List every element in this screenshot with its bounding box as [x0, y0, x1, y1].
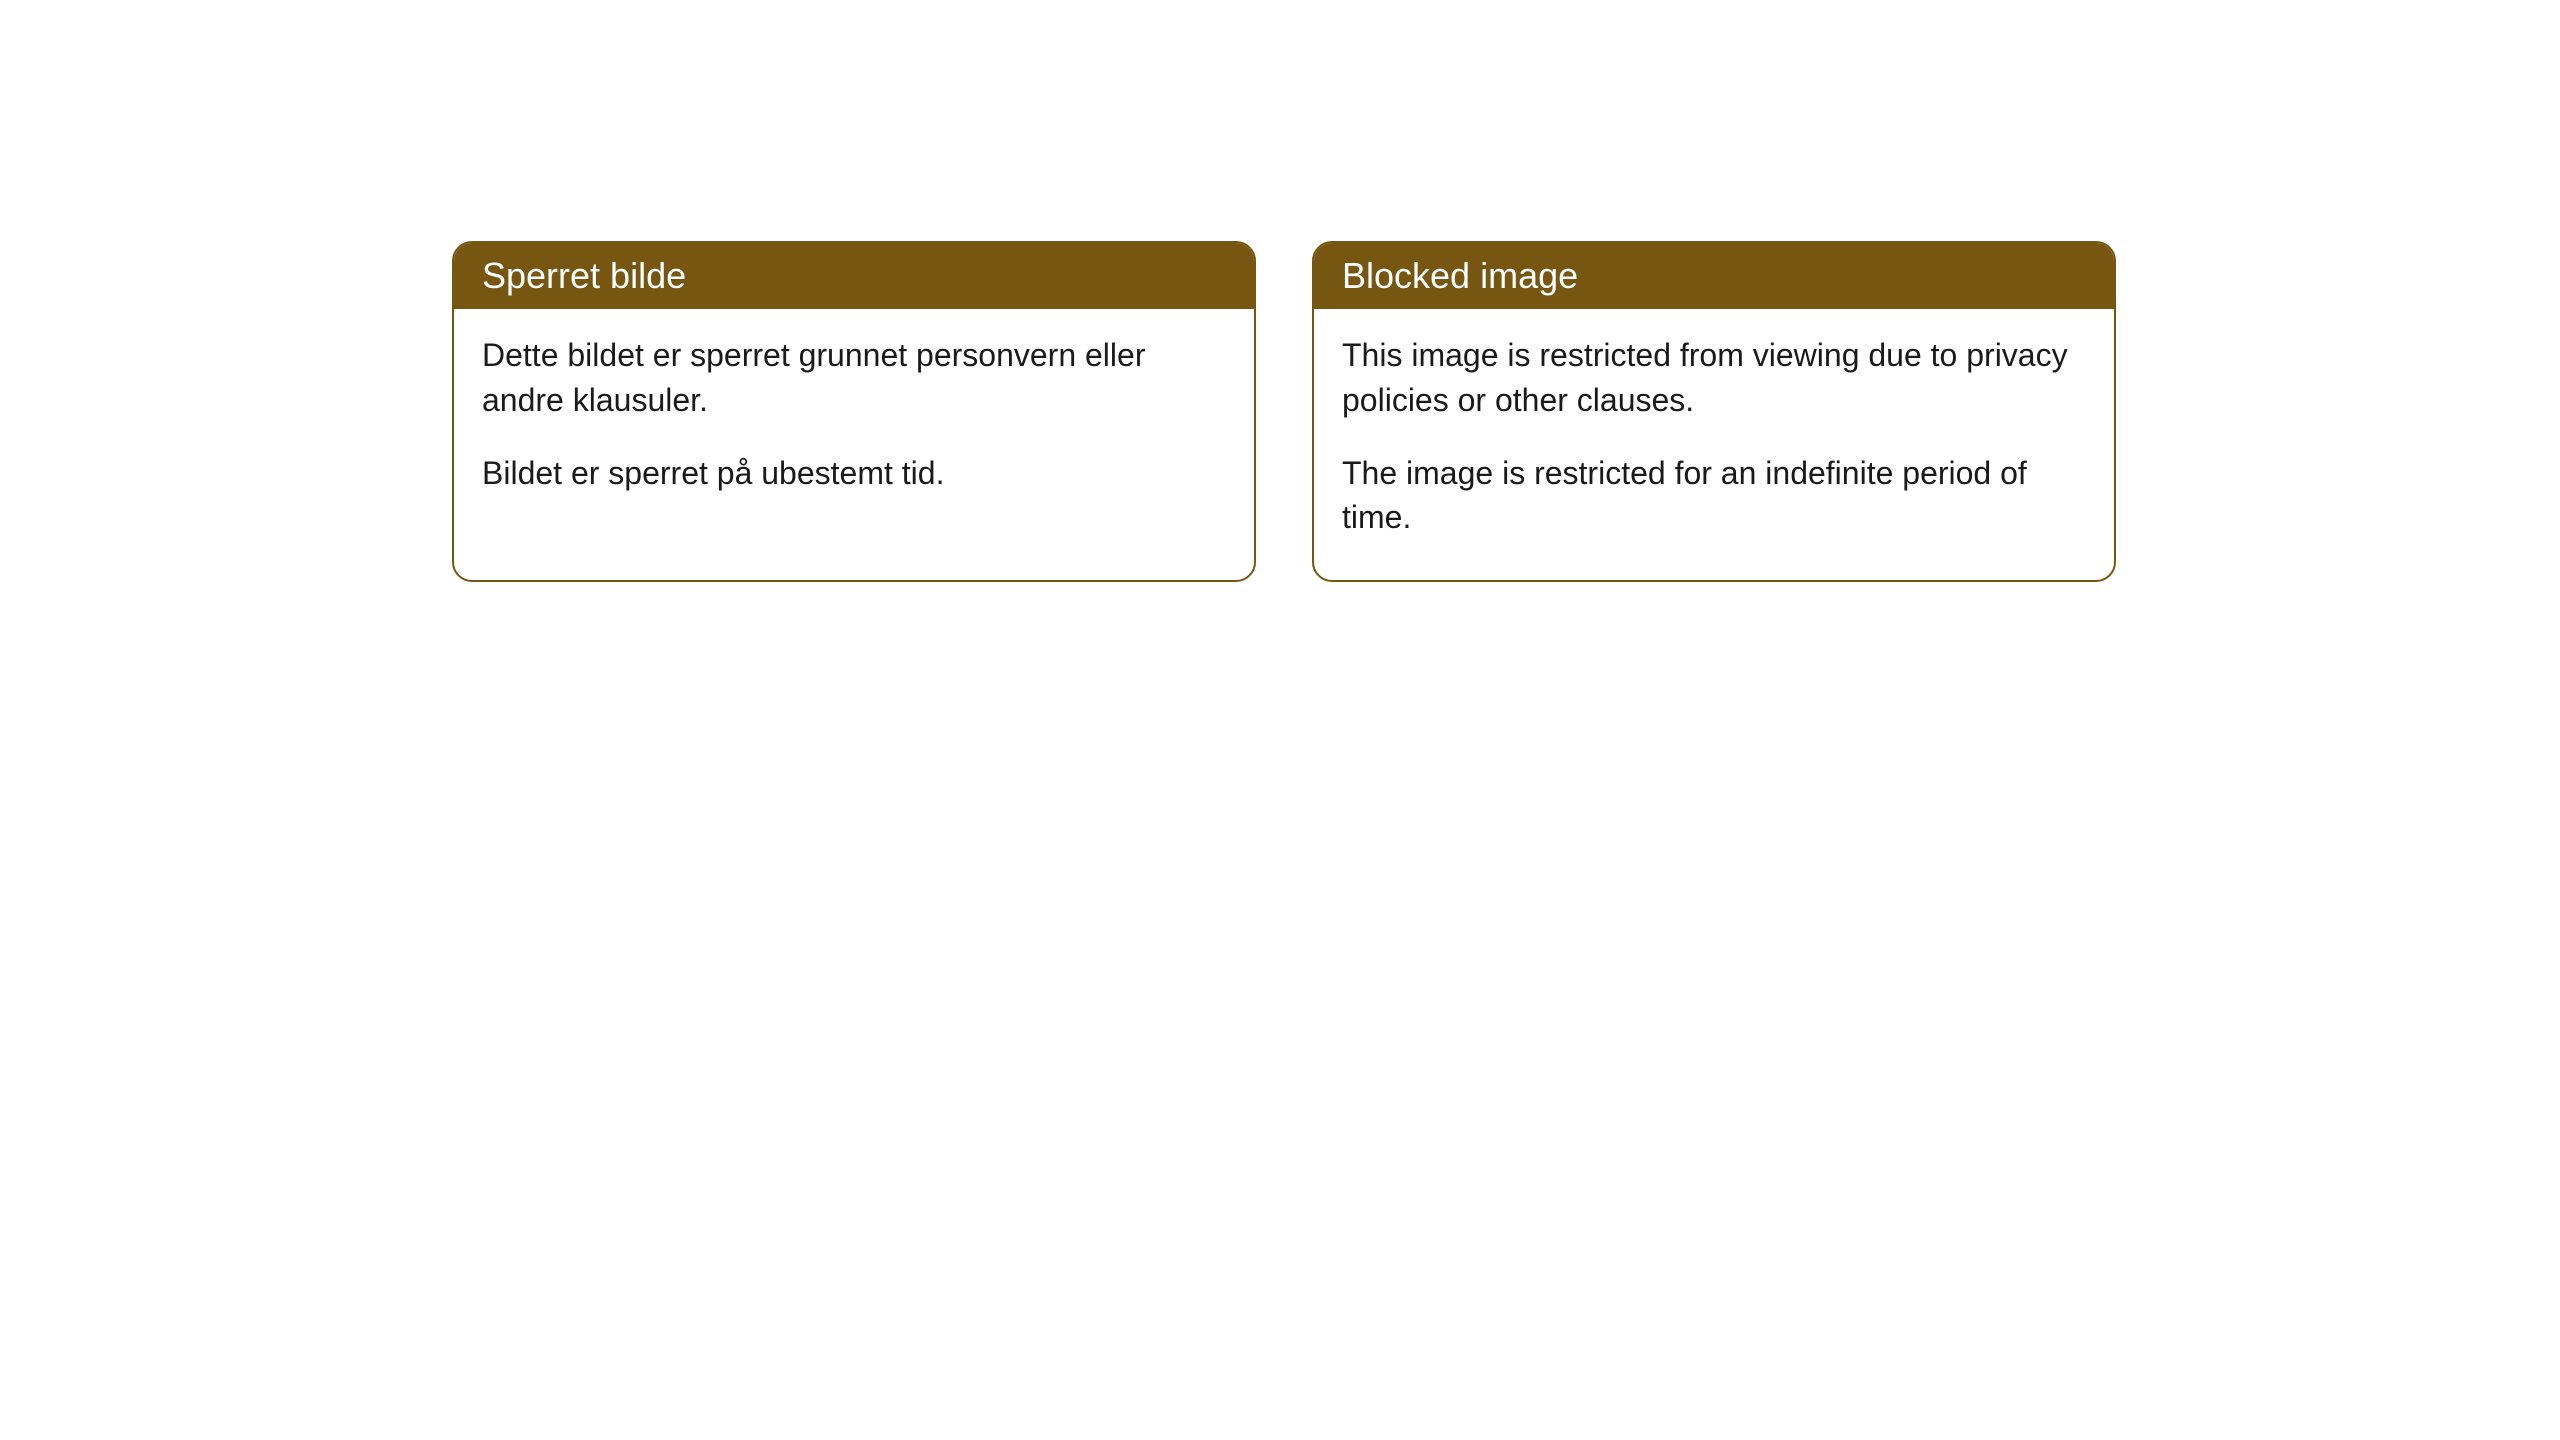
cards-container: Sperret bilde Dette bildet er sperret gr…: [452, 241, 2116, 582]
card-body: This image is restricted from viewing du…: [1314, 309, 2114, 580]
card-title: Blocked image: [1342, 255, 1578, 296]
card-header: Sperret bilde: [454, 243, 1254, 309]
card-header: Blocked image: [1314, 243, 2114, 309]
card-title: Sperret bilde: [482, 255, 686, 296]
card-paragraph: This image is restricted from viewing du…: [1342, 333, 2086, 423]
card-paragraph: The image is restricted for an indefinit…: [1342, 451, 2086, 541]
card-body: Dette bildet er sperret grunnet personve…: [454, 309, 1254, 535]
card-paragraph: Bildet er sperret på ubestemt tid.: [482, 451, 1226, 496]
card-paragraph: Dette bildet er sperret grunnet personve…: [482, 333, 1226, 423]
blocked-image-card-english: Blocked image This image is restricted f…: [1312, 241, 2116, 582]
blocked-image-card-norwegian: Sperret bilde Dette bildet er sperret gr…: [452, 241, 1256, 582]
